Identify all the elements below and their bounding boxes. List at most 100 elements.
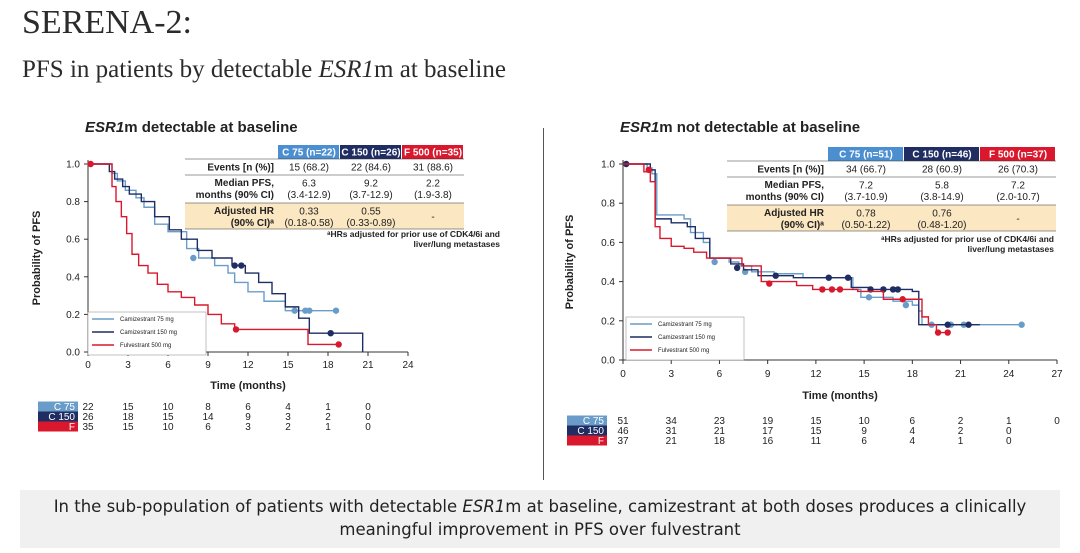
x-tick-label: 9 [765, 369, 771, 380]
censor-mark-c75 [190, 254, 197, 262]
table-cell: - [1016, 214, 1019, 225]
censor-mark-c75 [865, 294, 873, 301]
censor-mark-f500 [899, 296, 906, 303]
table-footnote: ᵃHRs adjusted for prior use of CDK4/6i a… [881, 234, 1054, 244]
table-cell: 0.55 [361, 207, 381, 218]
censor-mark-f500 [944, 329, 951, 336]
table-row-label: months (90% CI) [746, 192, 824, 203]
risk-count: 35 [82, 422, 94, 433]
risk-count: 15 [162, 412, 174, 423]
y-axis-label: Probability of PFS [31, 211, 43, 306]
table-cell: 34 (66.7) [846, 165, 886, 176]
risk-count: 8 [205, 402, 211, 413]
km-curve-c150 [88, 163, 364, 352]
censor-mark-f500 [335, 341, 342, 348]
y-axis-label: Probability of PFS [564, 215, 576, 310]
censor-mark-c150 [944, 321, 951, 328]
panel-divider [543, 128, 544, 480]
y-tick-label: 0.8 [601, 199, 615, 210]
censor-mark-c75 [291, 307, 298, 314]
table-cell: (3.8-14.9) [920, 192, 963, 203]
table-cell: 26 (70.3) [998, 165, 1038, 176]
table-cell: - [431, 212, 434, 223]
risk-count: 10 [162, 422, 174, 433]
table-header-label: C 75 (n=51) [839, 150, 893, 161]
risk-count: 2 [285, 422, 291, 433]
x-tick-label: 24 [1003, 369, 1015, 380]
conclusion-banner: In the sub-population of patients with d… [20, 490, 1060, 548]
risk-count: 14 [202, 412, 214, 423]
table-header-cell [904, 147, 979, 161]
censor-mark-c150 [965, 321, 972, 328]
x-tick-label: 27 [1051, 369, 1063, 380]
risk-count: 21 [666, 436, 678, 447]
risk-count: 1 [958, 436, 964, 447]
table-header-label: C 150 (n=26) [341, 148, 400, 159]
conclusion-gene: ESR1 [462, 497, 506, 516]
censor-mark-c150 [825, 274, 832, 281]
censor-mark-c150 [772, 272, 779, 279]
table-header-label: C 150 (n=46) [912, 150, 971, 161]
table-cell: (3.7-12.9) [349, 190, 392, 201]
risk-count: 2 [325, 412, 331, 423]
censor-mark-f500 [87, 160, 94, 168]
x-tick-label: 0 [85, 360, 91, 371]
legend-label-c75: Camizestrant 75 mg [658, 322, 712, 328]
hr-row-bg [185, 203, 464, 229]
legend-label-f500: Fulvestrant 500 mg [120, 343, 171, 349]
risk-count: 4 [910, 436, 916, 447]
risk-count: 34 [666, 416, 678, 427]
table-footnote: liver/lung metastases [414, 239, 501, 249]
risk-row-label-bg [567, 425, 607, 436]
censor-mark-c75 [711, 258, 718, 266]
censor-mark-c75 [1018, 321, 1025, 328]
x-tick-label: 15 [282, 360, 294, 371]
censor-mark-c150 [231, 262, 238, 269]
risk-row-label: F [69, 422, 75, 433]
x-tick-label: 21 [955, 369, 967, 380]
km-curve-f500 [88, 163, 342, 346]
subtitle-pre: PFS in patients by detectable [22, 56, 319, 83]
risk-count: 31 [666, 426, 678, 437]
table-footnote: ᵃHRs adjusted for prior use of CDK4/6i a… [327, 229, 500, 239]
legend-label-c150: Camizestrant 150 mg [658, 335, 715, 341]
censor-mark-f500 [836, 286, 844, 293]
x-tick-label: 6 [717, 369, 723, 380]
risk-count: 0 [1006, 436, 1012, 447]
table-cell: 15 (68.2) [289, 163, 329, 174]
censor-mark-c150 [889, 286, 897, 293]
table-cell: 31 (88.6) [413, 163, 453, 174]
table-footnote: liver/lung metastases [968, 244, 1055, 254]
table-cell: 22 (84.6) [351, 163, 391, 174]
risk-count: 46 [617, 426, 629, 437]
chart-title: ESR1m detectable at baseline [85, 119, 298, 136]
x-tick-label: 15 [859, 369, 871, 380]
slide-subtitle: PFS in patients by detectable ESR1m at b… [22, 56, 506, 84]
censor-mark-c75 [306, 307, 313, 314]
risk-count: 6 [910, 416, 916, 427]
y-tick-label: 0.8 [66, 197, 80, 208]
risk-count: 37 [617, 436, 629, 447]
risk-count: 51 [617, 416, 629, 427]
risk-count: 23 [714, 416, 726, 427]
censor-mark-c75 [902, 301, 910, 309]
table-row-label: Adjusted HR [214, 206, 275, 217]
x-tick-label: 21 [362, 360, 374, 371]
table-row-label: Adjusted HR [764, 208, 825, 219]
censor-mark-f500 [828, 286, 836, 293]
risk-count: 1 [325, 402, 331, 413]
risk-count: 10 [859, 416, 871, 427]
risk-count: 0 [1006, 426, 1012, 437]
x-tick-label: 6 [165, 360, 171, 371]
censor-mark-f500 [766, 280, 773, 287]
table-header-label: C 75 (n=22) [282, 148, 336, 159]
table-cell: 9.2 [364, 179, 378, 190]
subtitle-gene: ESR1 [318, 56, 375, 83]
x-axis-label: Time (months) [210, 380, 286, 392]
risk-count: 26 [82, 412, 94, 423]
risk-count: 6 [861, 436, 867, 447]
risk-count: 16 [762, 436, 774, 447]
x-axis-label: Time (months) [802, 390, 878, 402]
x-tick-label: 18 [907, 369, 919, 380]
table-row-label: Median PFS, [765, 180, 825, 191]
